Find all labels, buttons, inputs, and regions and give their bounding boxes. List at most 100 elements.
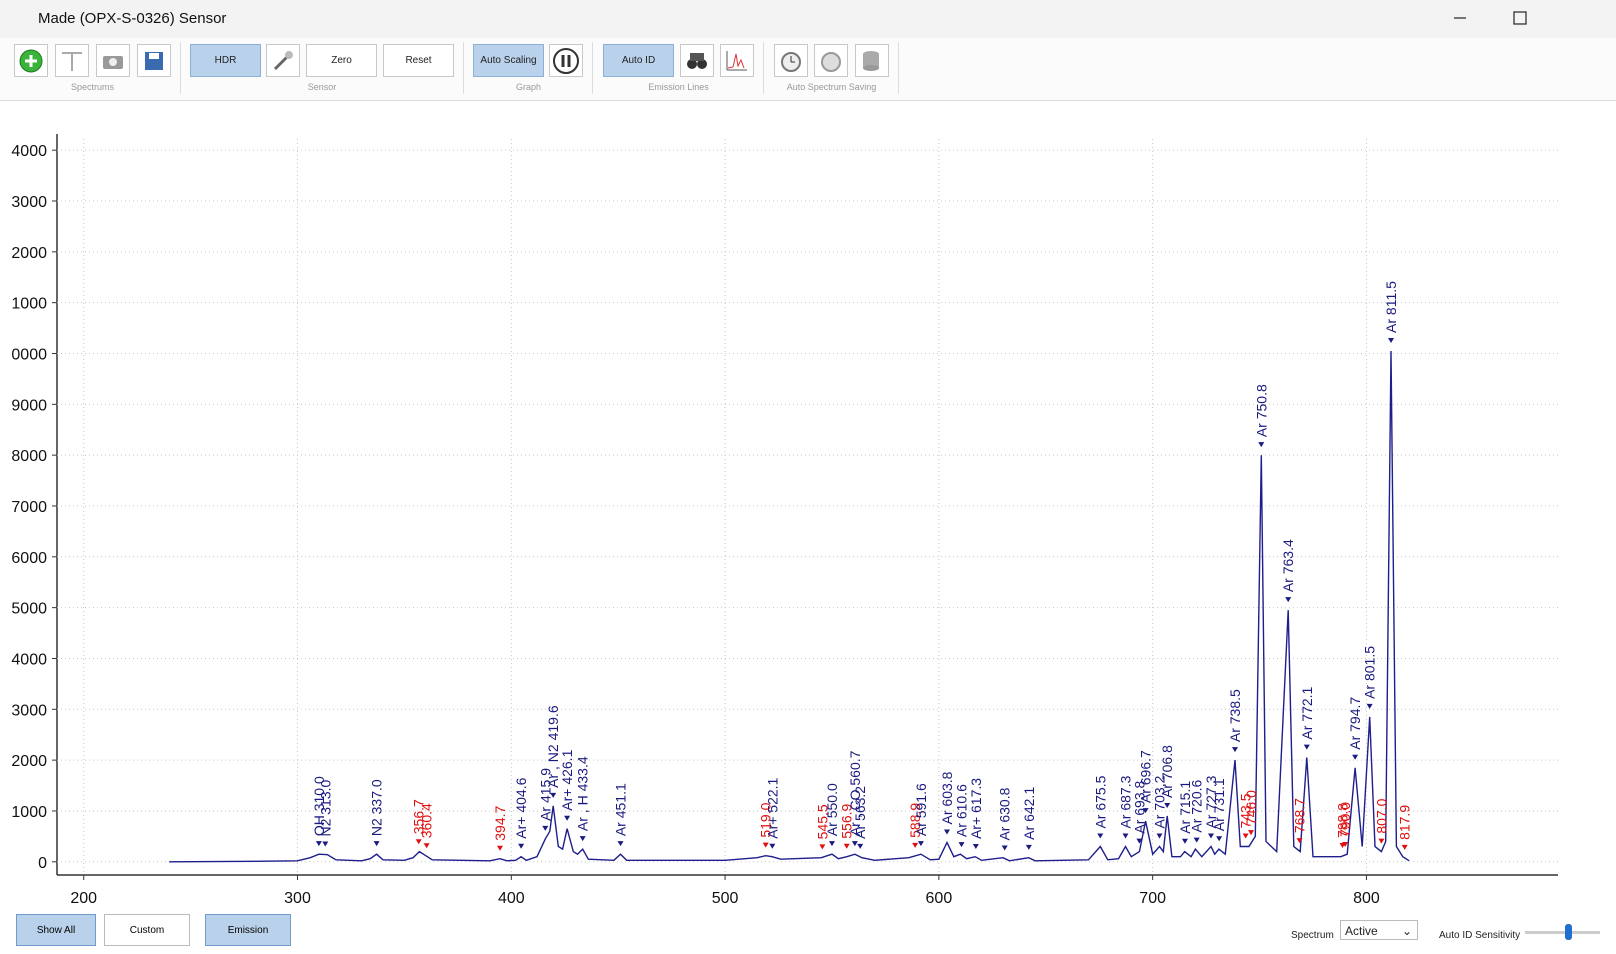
separator [463,42,464,94]
peak-label: Ar 693.8 [1131,780,1147,833]
peak-marker [1193,837,1200,843]
y-tick-label: 5000 [11,601,47,618]
group-label: Auto Spectrum Saving [786,82,877,92]
peak-marker [373,841,380,847]
peak-label: Ar 794.7 [1347,697,1363,750]
peak-label: Ar , H 433.4 [575,756,591,831]
peak-label: Ar+ 426.1 [559,749,575,810]
peak-label: Ar 642.1 [1021,787,1037,840]
slider-thumb[interactable] [1565,924,1572,940]
peak-marker [542,825,549,831]
peak-marker [943,829,950,835]
binoculars-button[interactable] [680,44,714,77]
peak-marker [917,841,924,847]
maximize-button[interactable] [1510,8,1530,28]
peak-label: Ar 415.9 [537,768,553,821]
spectrum-value: Active [1345,924,1378,938]
column-button[interactable] [55,44,89,77]
add-button[interactable] [14,44,48,77]
peak-label: Ar 591.6 [913,783,929,836]
peak-marker [1342,842,1349,848]
peak-label: Ar , CO 560.7 [847,750,863,836]
peak-label: Ar 630.8 [997,787,1013,840]
x-tick-label: 300 [284,890,311,906]
peak-marker [972,844,979,850]
peak-label: Ar 687.3 [1118,775,1134,828]
x-tick-label: 800 [1353,890,1380,906]
peak-marker [617,841,624,847]
minimize-button[interactable] [1450,8,1470,28]
custom-button[interactable]: Custom [104,914,190,946]
y-tick-label: 4000 [11,651,47,668]
peak-marker [415,839,422,845]
window-title: Made (OPX-S-0326) Sensor [38,10,227,27]
peak-marker [1142,808,1149,814]
y-tick-label: 8000 [11,448,47,465]
group-label: Emission Lines [648,82,709,92]
y-tick-label: 3000 [11,194,47,211]
peak-label: 746.0 [1243,790,1259,825]
y-tick-label: 1000 [11,804,47,821]
sensitivity-slider[interactable] [1525,924,1600,940]
peak-label: Ar 603.8 [939,771,955,824]
peak-label: 768.7 [1292,798,1308,833]
settings-button[interactable] [266,44,300,77]
peak-label: Ar 720.6 [1189,779,1205,832]
peak-label: Ar 738.5 [1227,689,1243,742]
peak-marker [1401,844,1408,850]
peak-marker [550,792,557,798]
peak-label: Ar 706.8 [1159,745,1175,798]
title-bar: Made (OPX-S-0326) Sensor [0,0,1616,38]
peak-label: Ar 451.1 [613,783,629,836]
spectrum-label: Spectrum [1291,930,1334,941]
auto-id-button[interactable]: Auto ID [603,44,674,77]
show-all-button[interactable]: Show All [16,914,96,946]
peak-label: OH 310.0 [311,776,327,836]
timer-button[interactable] [774,44,808,77]
emission-chart-button[interactable] [720,44,754,77]
emission-button[interactable]: Emission [205,914,291,946]
separator [592,42,593,94]
peak-marker [828,841,835,847]
y-tick-label: 6000 [11,550,47,567]
peak-label: Ar 801.5 [1362,646,1378,699]
spectrum-chart: 0 1000 2000 3000 4000 5000 6000 7000 8000 9000 000… [11,134,1558,906]
camera-button[interactable] [96,44,130,77]
peak-marker [1248,830,1255,836]
peak-label: 790.0 [1337,802,1353,837]
peak-marker [819,844,826,850]
peak-label: N2 313.0 [317,780,333,837]
peak-marker [1366,703,1373,709]
peak-marker [579,836,586,842]
reset-button[interactable]: Reset [383,44,454,77]
peak-label: Ar+ 522.1 [764,777,780,838]
pause-button[interactable] [549,44,583,77]
zero-button[interactable]: Zero [306,44,377,77]
peak-marker [496,845,503,851]
y-tick-label: 7000 [11,499,47,516]
database-button[interactable] [855,44,889,77]
peak-label: 545.5 [814,804,830,839]
separator [898,42,899,94]
peak-marker [1181,838,1188,844]
peak-label: Ar 811.5 [1383,281,1399,333]
auto-scaling-button[interactable]: Auto Scaling [473,44,544,77]
peak-label: Ar 610.6 [954,784,970,837]
spectrum-select[interactable]: Active ⌄ [1340,920,1418,940]
timer-stop-button[interactable] [814,44,848,77]
peak-label: 360.4 [419,803,435,838]
peak-marker [1388,337,1395,343]
peak-label: Ar+ 617.3 [968,778,984,839]
hdr-button[interactable]: HDR [190,44,261,77]
peak-marker [1258,442,1265,448]
separator [763,42,764,94]
group-label: Sensor [307,82,337,92]
peak-label: Ar 563.2 [852,786,868,839]
peak-label: Ar 675.5 [1092,775,1108,828]
save-button[interactable] [137,44,171,77]
group-label: Spectrums [70,82,114,92]
y-tick-label: 4000 [11,143,47,160]
peak-label: Ar 750.8 [1253,384,1269,437]
x-tick-label: 700 [1139,890,1166,906]
peak-label: 519.0 [758,802,774,837]
